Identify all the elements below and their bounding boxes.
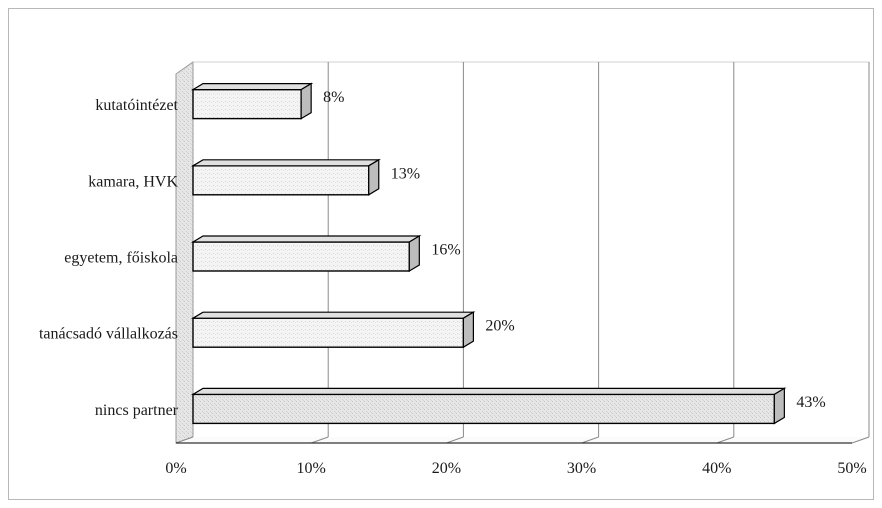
bar: [190, 387, 787, 425]
gridline-floor: [716, 436, 734, 444]
bar-top: [190, 82, 314, 91]
x-tick-label: 10%: [297, 460, 326, 477]
bar-top: [190, 387, 787, 395]
data-label: 43%: [796, 394, 825, 411]
gridline-floor: [851, 436, 870, 444]
bar-side: [773, 387, 785, 425]
bar: [190, 82, 314, 120]
side-wall: [175, 61, 194, 444]
bar-front: [192, 393, 776, 425]
bar-side: [462, 311, 474, 349]
floor: [176, 437, 869, 443]
bar: [190, 234, 422, 273]
plot-walls: [175, 61, 869, 444]
bar-top: [190, 311, 476, 319]
x-tick-label: 40%: [702, 460, 731, 477]
category-label: egyetem, főiskola: [64, 250, 178, 267]
bar-front: [192, 317, 465, 348]
category-label: kutatóintézet: [95, 97, 178, 114]
bar: [190, 158, 381, 196]
bar-front: [192, 241, 411, 272]
bar-side: [300, 82, 312, 120]
category-label: nincs partner: [95, 402, 179, 419]
data-label: 8%: [323, 89, 344, 106]
gridline-floor: [581, 436, 599, 444]
x-tick-label: 30%: [567, 460, 596, 477]
bar: [190, 311, 476, 349]
bar-top: [190, 159, 381, 167]
x-tick-label: 20%: [432, 460, 461, 477]
bar-top: [190, 235, 422, 243]
gridline-floor: [311, 436, 329, 444]
category-label: kamara, HVK: [88, 173, 178, 190]
labels: 0% 10% 20% 30% 40% 50% kutatóintézet 8% kamara, …: [39, 89, 867, 477]
bar-side: [368, 158, 380, 196]
data-label: 20%: [485, 318, 514, 335]
bar-front: [192, 165, 370, 196]
bar-side: [408, 234, 420, 273]
gridline-floor: [446, 436, 464, 444]
data-label: 16%: [431, 242, 460, 259]
bar-front: [192, 88, 302, 120]
data-label: 13%: [391, 165, 420, 182]
category-label: tanácsadó vállalkozás: [39, 326, 178, 343]
x-tick-label: 50%: [837, 460, 866, 477]
x-tick-label: 0%: [165, 460, 186, 477]
bars: [190, 82, 787, 425]
gridline-floor: [175, 436, 194, 444]
